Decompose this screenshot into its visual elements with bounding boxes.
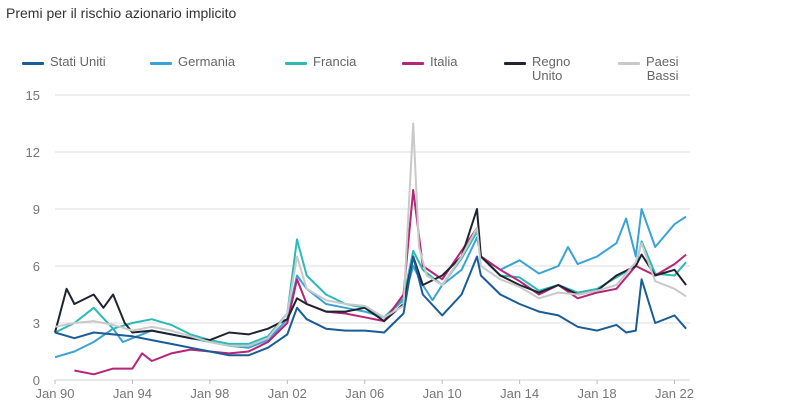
legend-label-regno-unito-line1: Regno: [532, 54, 571, 69]
legend-label-francia: Francia: [313, 54, 357, 69]
legend-item-italia: Italia: [402, 55, 457, 69]
x-tick-label: Jan 02: [268, 386, 307, 401]
axis-layer: 0 3 6 9 12 15 Jan 90 Jan 94 Jan 98 Jan 02 Jan 06 Ja…: [26, 88, 695, 401]
y-tick-label: 15: [26, 88, 40, 103]
legend-swatch-paesi-bassi: [618, 62, 640, 65]
x-tick-label: Jan 90: [35, 386, 74, 401]
legend: Stati Uniti Germania Francia Italia Regn…: [0, 55, 800, 95]
series-line-germania: [54, 208, 687, 359]
legend-swatch-italia: [402, 62, 424, 65]
x-tick-label: Jan 06: [345, 386, 384, 401]
y-tick-label: 0: [33, 373, 40, 388]
legend-item-stati-uniti: Stati Uniti: [22, 55, 106, 69]
x-tick-label: Jan 14: [500, 386, 539, 401]
y-tick-label: 9: [33, 202, 40, 217]
legend-swatch-stati-uniti: [22, 62, 44, 65]
legend-swatch-regno-unito: [504, 62, 526, 65]
legend-label-paesi-bassi: Paesi Bassi: [646, 55, 679, 83]
series-layer: [54, 122, 687, 376]
x-tick-label: Jan 10: [423, 386, 462, 401]
legend-label-paesi-bassi-line2: Bassi: [646, 68, 679, 83]
x-tick-label: Jan 98: [190, 386, 229, 401]
legend-label-regno-unito-line2: Unito: [532, 68, 563, 83]
x-tick-label: Jan 22: [655, 386, 694, 401]
x-tick-label: Jan 94: [113, 386, 152, 401]
series-line-stati-uniti: [54, 255, 687, 357]
legend-label-paesi-bassi-line1: Paesi: [646, 54, 679, 69]
legend-label-germania: Germania: [178, 54, 236, 69]
legend-label-italia: Italia: [430, 54, 458, 69]
legend-label-regno-unito: Regno Unito: [532, 55, 570, 83]
chart-title: Premi per il rischio azionario implicito: [6, 5, 237, 21]
y-tick-label: 6: [33, 259, 40, 274]
legend-item-francia: Francia: [285, 55, 356, 69]
legend-item-regno-unito: Regno Unito: [504, 55, 570, 83]
series-line-italia: [74, 189, 687, 376]
legend-swatch-germania: [150, 62, 172, 65]
grid-layer: [55, 94, 690, 381]
x-tick-label: Jan 18: [578, 386, 617, 401]
legend-label-stati-uniti: Stati Uniti: [50, 54, 106, 69]
y-tick-label: 3: [33, 316, 40, 331]
legend-swatch-francia: [285, 62, 307, 65]
legend-item-paesi-bassi: Paesi Bassi: [618, 55, 679, 83]
series-line-paesi-bassi: [54, 122, 687, 347]
y-tick-label: 12: [26, 145, 40, 160]
legend-item-germania: Germania: [150, 55, 235, 69]
